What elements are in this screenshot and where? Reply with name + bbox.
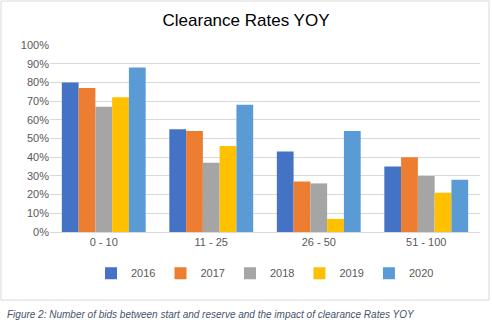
svg-text:100%: 100% (21, 39, 49, 51)
svg-text:0 - 10: 0 - 10 (90, 236, 118, 248)
svg-text:51 - 100: 51 - 100 (406, 236, 446, 248)
svg-text:10%: 10% (27, 207, 49, 219)
svg-text:30%: 30% (27, 170, 49, 182)
svg-text:11 - 25: 11 - 25 (195, 236, 228, 248)
svg-text:2018: 2018 (270, 267, 294, 279)
svg-text:20%: 20% (27, 188, 49, 200)
svg-text:40%: 40% (27, 151, 49, 163)
svg-text:50%: 50% (27, 132, 49, 144)
svg-text:70%: 70% (27, 95, 49, 107)
svg-text:0%: 0% (33, 226, 49, 238)
svg-text:60%: 60% (27, 114, 49, 126)
svg-text:2017: 2017 (200, 267, 224, 279)
svg-text:2016: 2016 (131, 267, 155, 279)
svg-text:90%: 90% (27, 58, 49, 70)
svg-text:Figure 2: Number of bids betwe: Figure 2: Number of bids between start a… (7, 309, 415, 320)
svg-text:80%: 80% (27, 76, 49, 88)
svg-text:2020: 2020 (409, 267, 433, 279)
svg-text:2019: 2019 (339, 267, 363, 279)
svg-text:26 - 50: 26 - 50 (302, 236, 336, 248)
svg-text:Clearance Rates YOY: Clearance Rates YOY (163, 11, 330, 30)
